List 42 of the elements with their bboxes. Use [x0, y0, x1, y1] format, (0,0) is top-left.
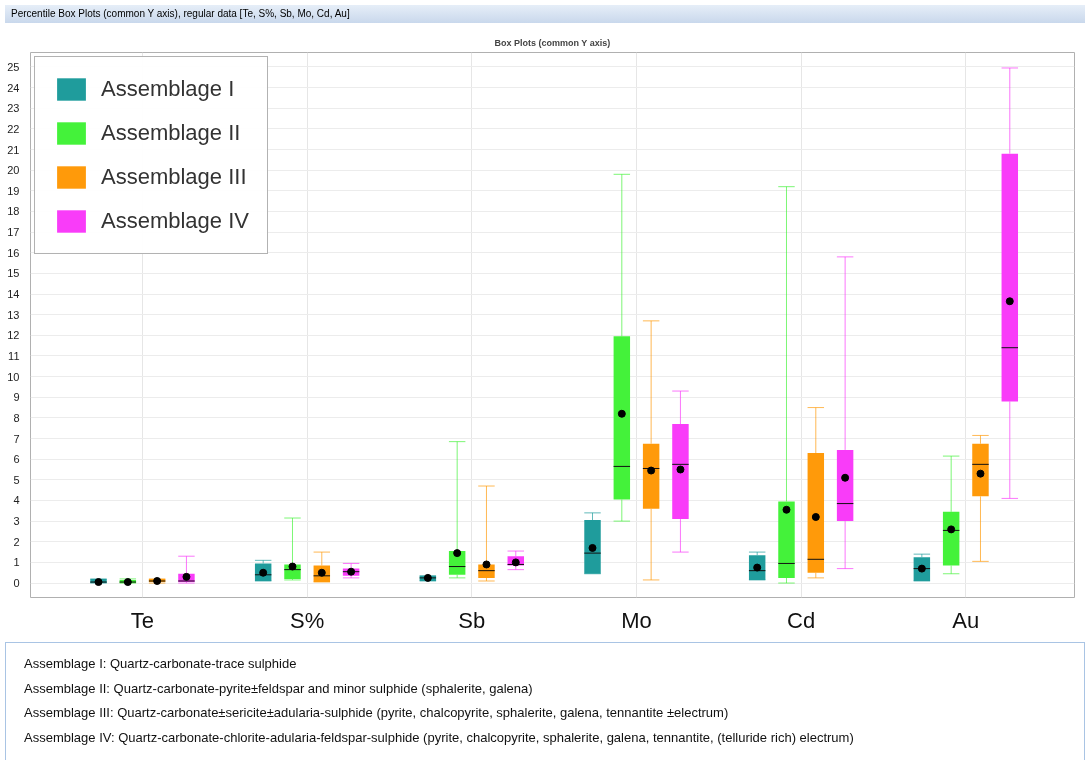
- legend-label: Assemblage II: [101, 119, 241, 147]
- legend-label: Assemblage IV: [101, 207, 249, 235]
- y-tick-label: 0: [13, 577, 20, 590]
- y-tick-label: 14: [7, 288, 20, 301]
- text: Assemblage I: Quartz-carbonate-trace sulphide: [24, 655, 298, 673]
- y-tick-label: 20: [7, 164, 20, 177]
- y-tick-label: 21: [7, 143, 20, 156]
- x-tick-label: Cd: [787, 607, 816, 633]
- y-tick-label: 1: [13, 556, 20, 569]
- y-tick-label: 25: [7, 60, 20, 73]
- y-tick-label: 13: [7, 308, 20, 321]
- y-tick-label: 10: [7, 370, 20, 383]
- chart-title: Percentile Box Plots (common Y axis), regular data [Te, S%, Sb, Mo, Cd, Au]: [11, 7, 350, 21]
- y-tick-label: 6: [13, 453, 20, 466]
- y-tick-label: 11: [8, 349, 20, 362]
- y-tick-label: 8: [13, 411, 20, 424]
- x-tick-label: Te: [130, 607, 155, 633]
- x-tick-label: S%: [290, 607, 325, 633]
- y-tick-label: 3: [13, 515, 20, 528]
- y-tick-label: 19: [7, 184, 20, 197]
- text: Assemblage III: Quartz-carbonate±sericite±adularia-sulphide (pyrite, chalcopyrite, sphalerite, galena, tennantite ±electrum): [24, 704, 730, 723]
- x-tick-label: Sb: [458, 607, 486, 633]
- y-tick-label: 9: [13, 391, 20, 404]
- y-tick-label: 17: [7, 226, 20, 239]
- y-tick-label: 18: [7, 205, 20, 218]
- text: Assemblage IV: Quartz-carbonate-chlorite-adularia-feldspar-sulphide (pyrite, chalcopyrite, sphalerite, galena, tennantite, (telluride rich) electrum): [24, 728, 854, 747]
- y-tick-label: 16: [7, 246, 20, 259]
- y-tick-label: 22: [7, 122, 20, 135]
- y-tick-label: 24: [7, 81, 20, 94]
- y-tick-label: 4: [13, 494, 20, 507]
- x-tick-label: Mo: [621, 607, 652, 633]
- y-tick-label: 2: [13, 535, 20, 548]
- y-tick-label: 7: [13, 432, 20, 445]
- y-tick-label: 15: [7, 267, 20, 280]
- text: Assemblage II: Quartz-carbonate-pyrite±feldspar and minor sulphide (sphalerite, galena): [24, 679, 534, 698]
- legend-label: Assemblage III: [101, 163, 247, 191]
- y-tick-label: 23: [7, 102, 20, 115]
- legend-label: Assemblage I: [101, 75, 235, 103]
- y-tick-label: 12: [7, 329, 20, 342]
- chart-subtitle: Box Plots (common Y axis): [494, 37, 611, 48]
- x-tick-label: Au: [952, 607, 980, 633]
- y-tick-label: 5: [13, 473, 20, 486]
